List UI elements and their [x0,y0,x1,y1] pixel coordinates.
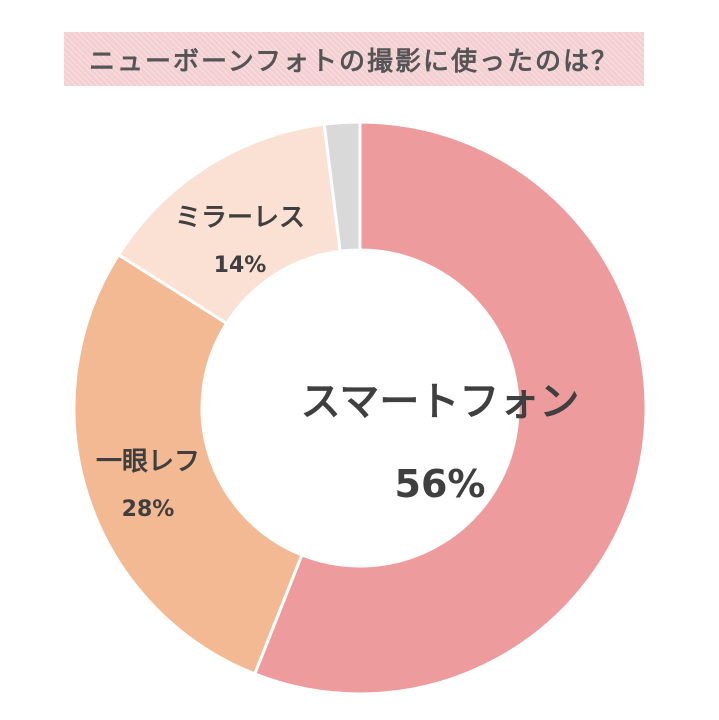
slice-value-label: 28% [122,497,175,522]
chart-title-banner: ニューボーンフォトの撮影に使ったのは？ [64,32,644,86]
donut-labels: スマートフォン 56% 一眼レフ 28% ミラーレス 14% [96,203,579,522]
donut-slices [72,120,648,696]
slice-name-label: ミラーレス [175,203,305,233]
slice-value-label: 56% [395,462,486,506]
chart-title: ニューボーンフォトの撮影に使ったのは？ [89,46,619,77]
slice-name-label: 一眼レフ [96,447,200,477]
donut-slice-3 [322,120,362,253]
donut-slice-0 [252,120,648,696]
slice-value-label: 14% [214,253,267,278]
donut-slice-1 [72,252,304,676]
slice-name-label: スマートフォン [301,379,580,425]
